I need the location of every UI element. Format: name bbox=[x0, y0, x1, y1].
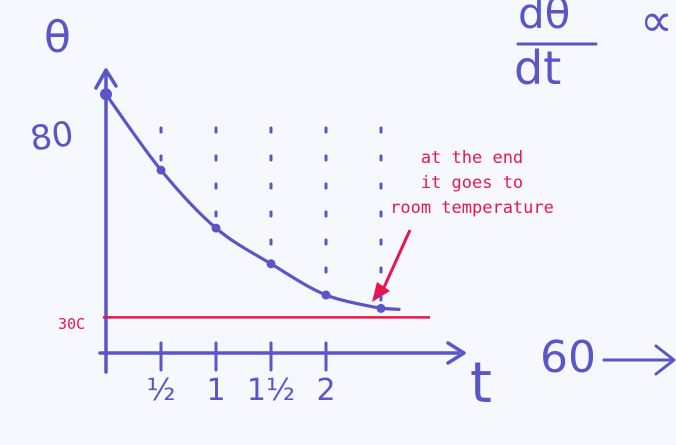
fraction-top: dθ bbox=[518, 0, 570, 38]
annotation-line-2: it goes to bbox=[421, 173, 523, 193]
y-tick-label: 80 bbox=[28, 114, 76, 160]
x-tick-label-1: 1 bbox=[206, 373, 225, 408]
right-label: 60 bbox=[540, 332, 596, 383]
dashed-guides bbox=[159, 126, 383, 302]
x-axis-arrowhead bbox=[446, 341, 466, 365]
x-axis-label: t bbox=[470, 351, 492, 416]
data-points bbox=[100, 88, 386, 313]
right-arrow-head bbox=[654, 344, 676, 376]
x-tick-label-2: 1½ bbox=[247, 373, 295, 408]
data-point-0 bbox=[100, 88, 112, 101]
fraction-bottom: dt bbox=[514, 41, 561, 95]
data-point-5 bbox=[376, 303, 386, 313]
reference-label: 30C bbox=[58, 315, 85, 333]
data-point-3 bbox=[266, 259, 276, 269]
proportional-symbol: ∝ bbox=[640, 0, 673, 47]
x-tick-label-0: ½ bbox=[146, 373, 175, 408]
annotation-arrow-head bbox=[372, 282, 390, 302]
data-point-2 bbox=[211, 223, 221, 233]
annotation-line-1: at the end bbox=[421, 148, 523, 168]
data-point-4 bbox=[321, 290, 331, 300]
annotation-line-3: room temperature bbox=[390, 198, 554, 218]
data-point-1 bbox=[156, 165, 166, 175]
x-ticks: ½ 1 1½ 2 bbox=[146, 341, 336, 408]
x-tick-label-3: 2 bbox=[316, 373, 335, 408]
y-axis-label: θ bbox=[44, 12, 71, 63]
curve-layer bbox=[104, 92, 401, 311]
y-axis-arrowhead bbox=[94, 68, 118, 90]
cooling-curve bbox=[104, 92, 401, 311]
annotation-arrow-line bbox=[379, 229, 412, 295]
